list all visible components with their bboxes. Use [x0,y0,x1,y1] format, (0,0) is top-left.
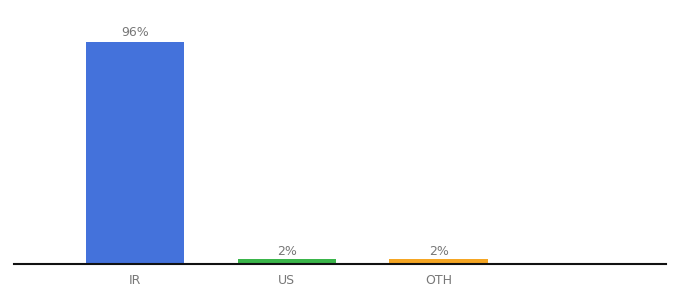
Bar [86,43,184,264]
Bar [237,260,336,264]
Text: 96%: 96% [121,26,149,39]
Text: 2%: 2% [429,245,449,258]
Bar [390,260,488,264]
Text: 2%: 2% [277,245,296,258]
